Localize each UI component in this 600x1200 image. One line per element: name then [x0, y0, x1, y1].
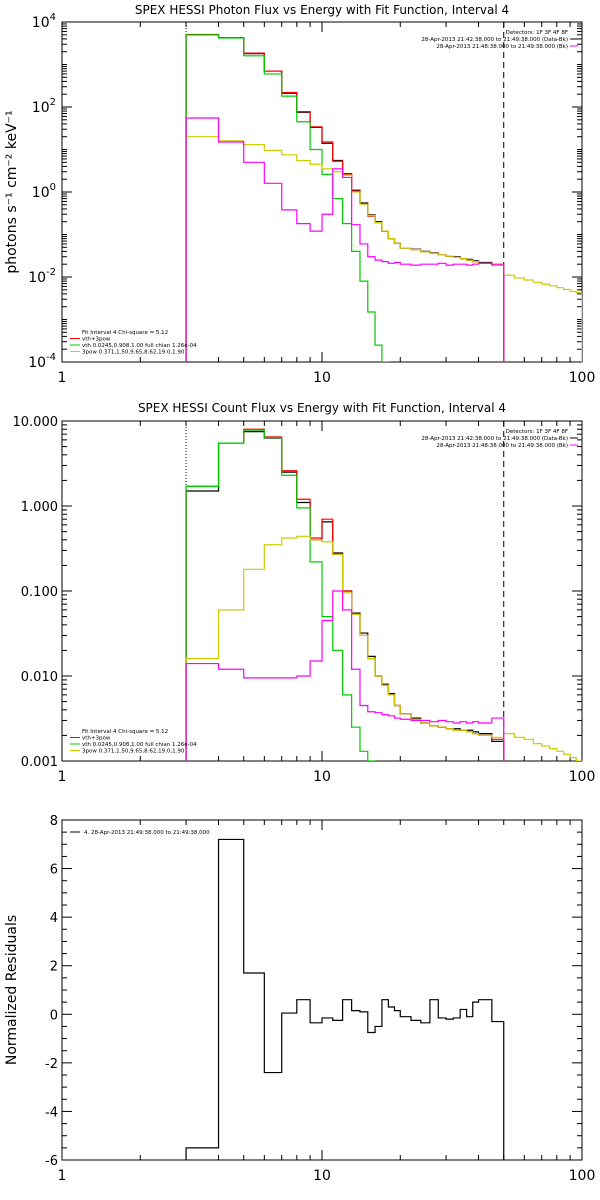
y-tick-label: -2	[45, 1057, 58, 1072]
chart-title: SPEX HESSI Count Flux vs Energy with Fit…	[138, 401, 506, 415]
x-tick-label: 1	[58, 370, 67, 386]
series-line-2	[185, 428, 505, 761]
legend-entry: 3pow 0.371,1.50,9.65,8.62,19.0,1.90	[82, 350, 185, 356]
y-tick-label: 4	[50, 911, 58, 926]
y-tick-label: -6	[45, 1154, 58, 1169]
series-line-3	[185, 429, 376, 761]
y-tick-label: 104	[32, 12, 56, 31]
legend-entry: vth+3pow	[82, 337, 111, 343]
y-tick-label: 100	[32, 182, 56, 201]
series-line-5	[185, 117, 505, 362]
y-axis-label: photons s⁻¹ cm⁻² keV⁻¹	[4, 110, 20, 273]
annotation-label: Detectors: 1F 3F 4F 8F	[506, 30, 568, 36]
series-group	[185, 838, 505, 1160]
y-tick-label: 6	[50, 863, 58, 878]
x-tick-label: 100	[569, 370, 596, 386]
y-tick-label: 102	[32, 97, 56, 116]
chart-panel-2: SPEX HESSI Count Flux vs Energy with Fit…	[13, 401, 596, 785]
legend-entry: Fit Interval 4 Chi-square = 5.12	[82, 729, 168, 735]
series-line-5	[185, 590, 505, 761]
y-tick-label: 1.000	[21, 500, 58, 515]
series-line-1	[185, 431, 505, 761]
legend-entry: vth 0.0245,0.908,1.00 full chian 1.26e-0…	[82, 343, 197, 349]
x-tick-label: 10	[313, 1168, 331, 1184]
x-tick-label: 100	[569, 1168, 596, 1184]
series-line-3	[185, 34, 389, 362]
x-tick-label: 100	[569, 769, 596, 785]
y-tick-label: 10-4	[28, 352, 56, 371]
series-group	[185, 428, 582, 761]
annotation-label: Detectors: 1F 3F 4F 8F	[506, 429, 568, 435]
legend-entry: Fit Interval 4 Chi-square = 5.12	[82, 330, 168, 336]
series-line-4	[185, 535, 582, 761]
legend-entry: 3pow 0.371,1.50,9.65,8.62,19.0,1.90	[82, 749, 185, 755]
x-tick-label: 1	[58, 769, 67, 785]
annotation-label: 28-Apr-2013 21:42:38.000 to 21:49:38.000…	[421, 37, 568, 43]
series-line-4	[185, 136, 582, 362]
y-tick-label: 10-2	[28, 267, 56, 286]
annotation-label: 28-Apr-2013 21:42:38.000 to 21:49:38.000…	[421, 436, 568, 442]
series-line-1	[185, 838, 505, 1160]
x-tick-label: 10	[313, 370, 331, 386]
y-tick-label: 0.100	[21, 585, 58, 600]
chart-panel-1: SPEX HESSI Photon Flux vs Energy with Fi…	[4, 3, 596, 386]
y-tick-label: 0.001	[21, 755, 58, 770]
y-tick-label: -4	[45, 1105, 58, 1120]
x-tick-label: 1	[58, 1168, 67, 1184]
y-tick-label: 0.010	[21, 670, 58, 685]
annotation-label: 28-Apr-2013 21:48:38.000 to 21:49:38.000…	[436, 44, 568, 50]
chart-title: SPEX HESSI Photon Flux vs Energy with Fi…	[135, 3, 509, 17]
legend-entry: vth+3pow	[82, 736, 111, 742]
y-tick-label: 0	[50, 1008, 58, 1023]
y-tick-label: 10.000	[13, 415, 59, 430]
y-tick-label: 8	[50, 814, 58, 829]
legend-entry: vth 0.0245,0.908,1.00 full chian 1.26e-0…	[82, 742, 197, 748]
chart-panel-3: 1 10 100 -6 -4 -2 0 2 4 6 8 Normalized Residuals 4. …	[4, 814, 596, 1184]
x-tick-label: 10	[313, 769, 331, 785]
annotation-label: 28-Apr-2013 21:48:38.000 to 21:49:38.000…	[436, 443, 568, 449]
legend-entry: 4. 28-Apr-2013 21:49:38.000 to 21:49:38.…	[84, 830, 210, 836]
series-group	[185, 33, 582, 362]
y-tick-label: 2	[50, 960, 58, 975]
y-axis-label: Normalized Residuals	[4, 915, 20, 1065]
